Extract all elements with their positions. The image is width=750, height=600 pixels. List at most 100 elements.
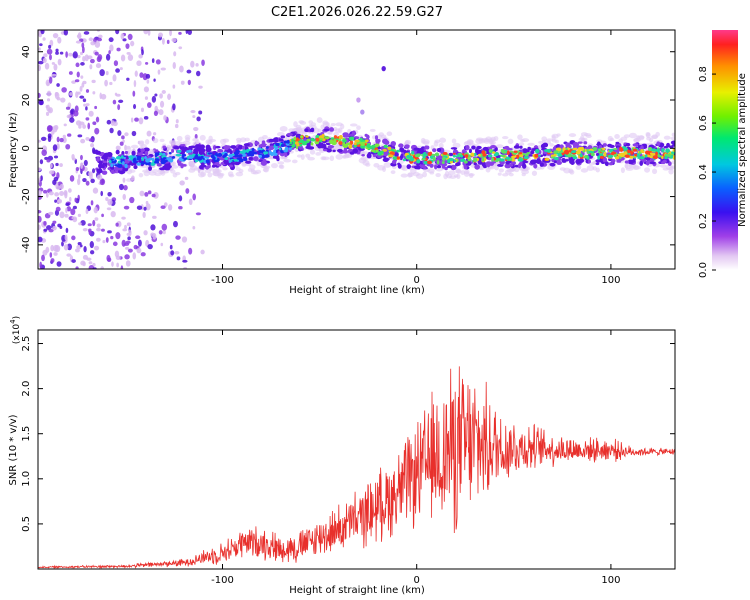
- spectrogram-noise-mark: [49, 39, 54, 47]
- spectrogram-noise-mark: [46, 158, 51, 163]
- spectrogram-noise-mark: [121, 239, 126, 247]
- spectrogram-band-mark: [272, 137, 280, 143]
- spectrogram-noise-mark: [108, 50, 111, 55]
- spectrogram-band-mark: [504, 163, 511, 169]
- spectrogram-ridge-mark: [481, 157, 485, 162]
- spectrogram-ridge-mark: [649, 152, 653, 155]
- spectrogram-ridge-mark: [162, 157, 167, 160]
- spectrogram-halo-mark: [199, 134, 206, 141]
- spectrogram-noise-mark: [121, 216, 126, 220]
- spectrogram-band-mark: [375, 138, 379, 143]
- spectrogram-noise-mark: [65, 227, 69, 234]
- spectrogram-ridge-mark: [353, 144, 358, 148]
- spectrogram-ridge-mark: [349, 140, 354, 145]
- spectrogram-ridge-mark: [365, 139, 369, 143]
- spectrogram-noise-mark: [125, 260, 131, 267]
- spectrogram-band-mark: [248, 157, 253, 161]
- spectrogram-ridge-mark: [517, 158, 524, 162]
- spectrogram-noise-mark: [69, 196, 72, 202]
- x-tick-label: -100: [211, 575, 234, 586]
- spectrogram-noise-mark: [96, 174, 103, 180]
- spectrogram-band-mark: [517, 163, 522, 169]
- spectrogram-halo-mark: [578, 137, 586, 142]
- spectrogram-halo-mark: [321, 156, 330, 161]
- spectrogram-ridge-mark: [338, 140, 343, 145]
- spectrogram-band-mark: [230, 145, 237, 149]
- spectrogram-halo-mark: [645, 132, 651, 139]
- spectrogram-noise-mark: [77, 134, 83, 138]
- spectrogram-noise-mark: [143, 30, 149, 35]
- spectrogram-ridge-mark: [160, 160, 166, 165]
- spectrogram-frame: [37, 29, 676, 270]
- spectrogram-noise-mark: [53, 252, 58, 256]
- snr-y-label: SNR (10 * v/v): [8, 414, 19, 485]
- spectrogram-band-mark: [450, 164, 457, 171]
- spectrogram-band-mark: [436, 165, 442, 169]
- spectrogram-noise-mark: [52, 225, 57, 231]
- spectrogram-noise-mark: [48, 44, 52, 49]
- spectrogram-noise-mark: [38, 47, 41, 51]
- spectrogram-noise-mark: [68, 188, 72, 193]
- spectrogram-halo-mark: [293, 121, 298, 128]
- spectrogram-ridge-mark: [526, 151, 531, 155]
- spectrogram-halo-mark: [169, 141, 176, 145]
- spectrogram-noise-mark: [188, 247, 193, 255]
- spectrogram-band-mark: [171, 148, 175, 153]
- spectrogram-band-mark: [577, 141, 583, 144]
- spectrogram-ridge-mark: [506, 150, 510, 155]
- spectrogram-noise-mark: [65, 106, 71, 110]
- spectrogram-band-mark: [349, 151, 355, 155]
- spectrogram-noise-mark: [163, 115, 167, 121]
- spectrogram-halo-mark: [176, 135, 183, 142]
- spectrogram-ridge-mark: [607, 154, 614, 159]
- spectrogram-ridge-mark: [452, 152, 456, 155]
- spectrogram-noise-mark: [107, 230, 112, 234]
- spectrogram-noise-mark: [136, 247, 142, 254]
- spectrogram-noise-mark: [94, 105, 98, 110]
- spectrogram-noise-mark: [195, 63, 199, 67]
- spectrogram-ridge-mark: [251, 147, 255, 152]
- spectrogram-band-mark: [260, 160, 268, 166]
- spectrogram-halo-mark: [222, 167, 228, 171]
- spectrogram-halo-mark: [333, 127, 338, 132]
- spectrogram-ridge-mark: [640, 149, 644, 153]
- spectrogram-noise-mark: [99, 69, 105, 77]
- spectrogram-band-mark: [465, 144, 470, 151]
- spectrogram-noise-mark: [92, 187, 99, 194]
- spectrogram-noise-mark: [62, 137, 67, 143]
- spectrogram-ridge-mark: [141, 156, 144, 162]
- spectrogram-noise-mark: [49, 163, 53, 168]
- spectrogram-halo-mark: [279, 164, 285, 170]
- spectrogram-halo-mark: [330, 123, 336, 127]
- spectrogram-ridge-mark: [203, 155, 207, 159]
- spectrogram-band-mark: [587, 159, 591, 164]
- spectrogram-ridge-mark: [412, 156, 418, 159]
- spectrogram-ridge-mark: [238, 158, 244, 163]
- spectrogram-y-ticks: -40 -20 0 20 40: [21, 45, 675, 253]
- spectrogram-band-mark: [549, 162, 556, 167]
- spectrogram-halo-mark: [159, 138, 165, 143]
- spectrogram-ridge-mark: [597, 155, 601, 160]
- spectrogram-halo-mark: [443, 173, 448, 180]
- spectrogram-ridge-mark: [603, 153, 607, 157]
- spectrogram-ridge-mark: [411, 150, 415, 155]
- spectrogram-noise-mark: [151, 193, 156, 198]
- spectrogram-ridge-mark: [636, 153, 641, 157]
- spectrogram-noise-mark: [74, 79, 80, 83]
- spectrogram-ridge-mark: [406, 155, 412, 159]
- spectrogram-ridge-mark: [504, 157, 511, 160]
- spectrogram-ridge-mark: [132, 157, 137, 163]
- spectrogram-noise-mark: [55, 162, 59, 167]
- spectrogram-noise-mark: [42, 37, 46, 41]
- spectrogram-ridge-mark: [553, 153, 557, 157]
- spectrogram-noise-mark: [61, 87, 67, 93]
- spectrogram-halo-mark: [624, 163, 633, 169]
- spectrogram-noise-mark: [115, 145, 121, 151]
- spectrogram-noise-mark: [150, 232, 155, 237]
- snr-series-line: [38, 366, 675, 569]
- spectrogram-ridge-mark: [538, 154, 541, 157]
- spectrogram-noise-mark: [102, 239, 106, 244]
- snr-x-ticks: -100 0 100: [211, 330, 620, 586]
- spectrogram-ridge-mark: [348, 145, 353, 149]
- spectrogram-halo-mark: [315, 152, 322, 156]
